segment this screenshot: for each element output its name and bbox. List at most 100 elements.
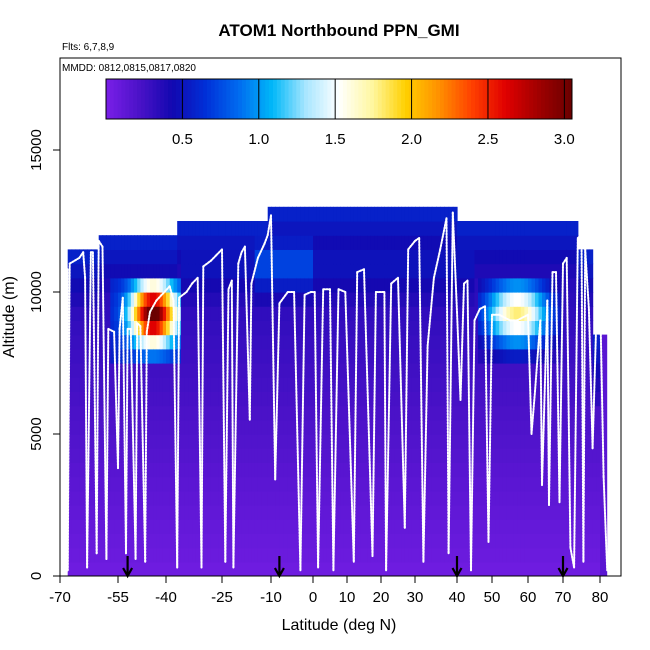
heatmap-cell [343,391,348,407]
heatmap-cell [347,490,351,506]
heatmap-cell [448,263,454,279]
colorbar-segment [405,79,410,119]
colorbar-segment [319,79,324,119]
heatmap-cell [283,249,289,265]
flight-track-segment [224,288,230,563]
heatmap-cell [520,306,525,321]
heatmap-cell [156,277,161,293]
heatmap-cell [304,306,310,321]
heatmap-cell [114,363,119,378]
heatmap-cell [231,434,236,449]
heatmap-cell [238,419,243,435]
heatmap-cell [531,306,536,321]
colorbar-segment [447,79,453,119]
heatmap-cell [427,249,433,265]
heatmap-cell [71,320,77,336]
heatmap-cell [241,505,246,520]
heatmap-cell [106,519,111,534]
heatmap-cell [431,434,437,449]
heatmap-cell [353,547,358,563]
heatmap-cell [559,547,564,563]
heatmap-cell [350,334,355,350]
heatmap-cell [195,221,201,236]
heatmap-cell [460,434,465,449]
heatmap-cell [574,490,579,506]
heatmap-cell [367,334,372,350]
heatmap-cell [336,221,341,236]
heatmap-cell [585,306,590,321]
heatmap-cell [137,334,141,350]
heatmap-cell [228,263,233,279]
heatmap-cell [360,505,365,520]
heatmap-cell [552,235,557,250]
heatmap-cell [347,462,351,478]
heatmap-cell [538,462,543,478]
heatmap-cell [313,277,317,293]
heatmap-cell [436,235,441,250]
flight-track-segment [125,327,129,555]
heatmap-cell [90,448,96,463]
heatmap-cell [114,476,119,492]
heatmap-cell [300,206,306,222]
colorbar-segment [401,79,406,119]
flight-track-segment [584,248,590,310]
heatmap-cell [531,547,536,563]
heatmap-cell [340,306,345,321]
heatmap-cell [520,377,525,392]
heatmap-cell [394,476,399,492]
heatmap-cell [203,419,208,435]
heatmap-cell [381,405,385,421]
heatmap-cell [316,320,321,336]
heatmap-cell [156,348,161,364]
heatmap-cell [495,292,500,307]
heatmap-cell [574,263,579,279]
heatmap-cell [367,348,372,364]
heatmap-cell [574,221,579,236]
heatmap-cell [207,391,212,407]
heatmap-cell [499,334,504,350]
heatmap-cell [267,334,272,350]
heatmap-cell [207,476,212,492]
colorbar-segment [272,79,278,119]
heatmap-cell [448,235,454,250]
heatmap-cell [471,561,476,576]
heatmap-cell [218,505,223,520]
colorbar-segment [486,79,491,119]
heatmap-cell [71,249,77,265]
heatmap-cell [343,419,348,435]
heatmap-cell [244,434,249,449]
heatmap-cell [343,334,348,350]
heatmap-cell [71,292,77,307]
heatmap-cell [581,292,586,307]
heatmap-cell [79,476,84,492]
heatmap-cell [499,277,504,293]
heatmap-cell [517,519,522,534]
heatmap-cell [118,434,122,449]
heatmap-cell [79,391,84,407]
heatmap-cell [542,334,547,350]
heatmap-cell [336,249,341,265]
heatmap-cell [79,348,84,364]
heatmap-cell [279,547,285,563]
heatmap-cell [121,462,125,478]
heatmap-cell [130,490,135,506]
colorbar-segment [416,79,422,119]
heatmap-cell [394,348,399,364]
heatmap-cell [577,561,583,576]
heatmap-cell [408,405,413,421]
heatmap-cell [257,235,262,250]
heatmap-cell [357,306,362,321]
heatmap-cell [481,292,486,307]
heatmap-cell [218,476,223,492]
heatmap-cell [545,533,550,549]
heatmap-cell [173,292,178,307]
heatmap-cell [517,505,522,520]
heatmap-cell [308,363,314,378]
heatmap-cell [360,561,365,576]
heatmap-cell [499,561,504,576]
heatmap-cell [452,377,458,392]
heatmap-cell [502,263,507,279]
heatmap-cell [267,249,272,265]
heatmap-cell [173,277,178,293]
heatmap-cell [218,377,223,392]
